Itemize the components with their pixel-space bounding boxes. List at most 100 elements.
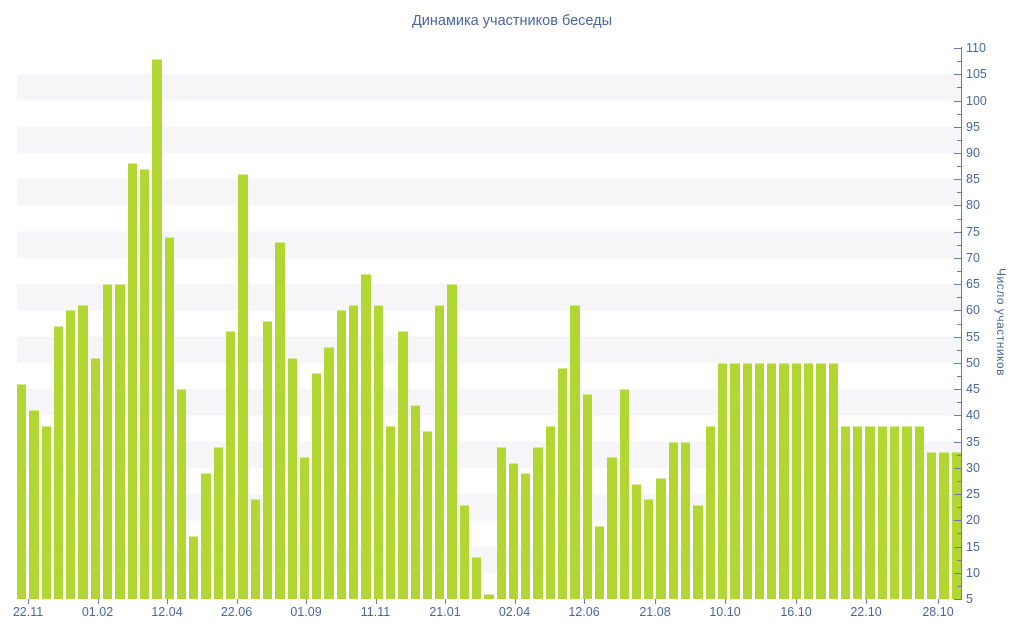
- y-tick-label: 55: [966, 329, 980, 344]
- y-tick-label: 20: [966, 513, 980, 528]
- bar: [681, 441, 691, 599]
- x-tick-label: 01.09: [290, 605, 322, 619]
- x-tick: [796, 599, 797, 604]
- bar: [115, 284, 125, 599]
- y-minor-tick: [957, 402, 962, 404]
- y-tick-label: 25: [966, 487, 980, 501]
- bar: [508, 462, 519, 599]
- bar: [767, 362, 777, 599]
- bar: [840, 425, 851, 599]
- y-minor-tick: [957, 271, 962, 272]
- bar: [447, 284, 457, 599]
- bar: [619, 389, 629, 599]
- bar: [299, 457, 310, 599]
- bar: [496, 446, 506, 599]
- x-tick-label: 21.08: [639, 605, 671, 619]
- y-major-tick: [954, 257, 962, 259]
- bar: [201, 473, 211, 599]
- bar: [902, 425, 912, 599]
- bar: [742, 362, 752, 599]
- bar: [373, 305, 383, 599]
- bar: [262, 320, 273, 599]
- y-major-tick: [954, 310, 962, 312]
- x-tick-label: 02.04: [498, 605, 531, 619]
- bar: [78, 305, 88, 599]
- bar: [914, 425, 924, 599]
- bar: [410, 404, 420, 599]
- y-minor-tick: [957, 323, 962, 325]
- x-tick-label: 21.01: [429, 605, 461, 619]
- y-tick-label: 15: [966, 539, 980, 554]
- x-tick-label: 10.10: [709, 605, 741, 619]
- x-tick: [938, 599, 939, 604]
- y-tick-label: 105: [966, 67, 987, 82]
- bar: [558, 368, 568, 599]
- y-minor-tick: [957, 376, 962, 377]
- bar: [865, 425, 875, 599]
- bar: [693, 504, 703, 599]
- y-minor-tick: [957, 244, 962, 246]
- y-tick-label: 70: [966, 250, 980, 265]
- bar: [791, 362, 801, 599]
- y-major-tick: [954, 231, 962, 233]
- x-tick-label: 22.06: [220, 605, 253, 619]
- bar: [668, 441, 679, 599]
- y-minor-tick: [957, 480, 962, 482]
- y-tick-label: 110: [966, 41, 986, 55]
- bar: [127, 163, 137, 599]
- y-major-tick: [954, 179, 962, 181]
- chart-title: Динамика участников беседы: [411, 13, 613, 29]
- y-major-tick: [954, 48, 962, 49]
- y-minor-tick: [957, 533, 962, 535]
- bar: [607, 457, 617, 599]
- x-tick-label: 01.02: [81, 605, 114, 619]
- bar: [754, 362, 765, 599]
- bar: [139, 168, 150, 599]
- x-tick-label: 22.10: [850, 605, 882, 619]
- bar: [17, 383, 27, 599]
- y-major-tick: [954, 284, 962, 286]
- bar: [644, 499, 654, 599]
- y-major-tick: [954, 74, 962, 76]
- y-major-tick: [954, 546, 962, 548]
- bar: [422, 431, 433, 599]
- bar: [816, 362, 826, 599]
- bar: [176, 389, 187, 599]
- bar: [361, 273, 371, 599]
- y-tick-label: 65: [966, 277, 980, 292]
- y-minor-tick: [957, 113, 962, 115]
- bar: [287, 357, 297, 599]
- bar: [779, 362, 789, 599]
- bar: [484, 593, 494, 599]
- x-tick-label: 11.11: [360, 605, 391, 619]
- x-tick: [97, 599, 99, 604]
- bar: [29, 410, 39, 599]
- y-tick-label: 40: [966, 408, 980, 423]
- y-minor-tick: [957, 585, 962, 587]
- y-minor-tick: [957, 559, 962, 561]
- bar: [226, 331, 236, 599]
- x-tick-label: 12.04: [151, 605, 183, 619]
- y-minor-tick: [957, 87, 962, 89]
- y-major-tick: [954, 599, 962, 600]
- bar: [275, 242, 285, 599]
- bar: [730, 362, 740, 599]
- x-tick: [167, 599, 168, 604]
- bar: [349, 305, 359, 599]
- y-minor-tick: [957, 139, 962, 141]
- x-tick-label: 28.10: [922, 605, 954, 619]
- y-tick-label: 100: [966, 93, 987, 108]
- bar: [533, 446, 543, 599]
- bar: [435, 305, 445, 599]
- x-tick: [655, 599, 656, 604]
- bar: [250, 499, 260, 599]
- bar: [926, 452, 937, 599]
- bar: [66, 310, 76, 599]
- y-major-tick: [954, 153, 962, 154]
- y-major-tick: [954, 572, 962, 574]
- x-tick: [375, 599, 377, 604]
- x-tick-label: 16.10: [780, 605, 812, 619]
- x-tick-label: 12.06: [568, 605, 600, 619]
- bar: [152, 58, 162, 599]
- bar: [545, 425, 556, 599]
